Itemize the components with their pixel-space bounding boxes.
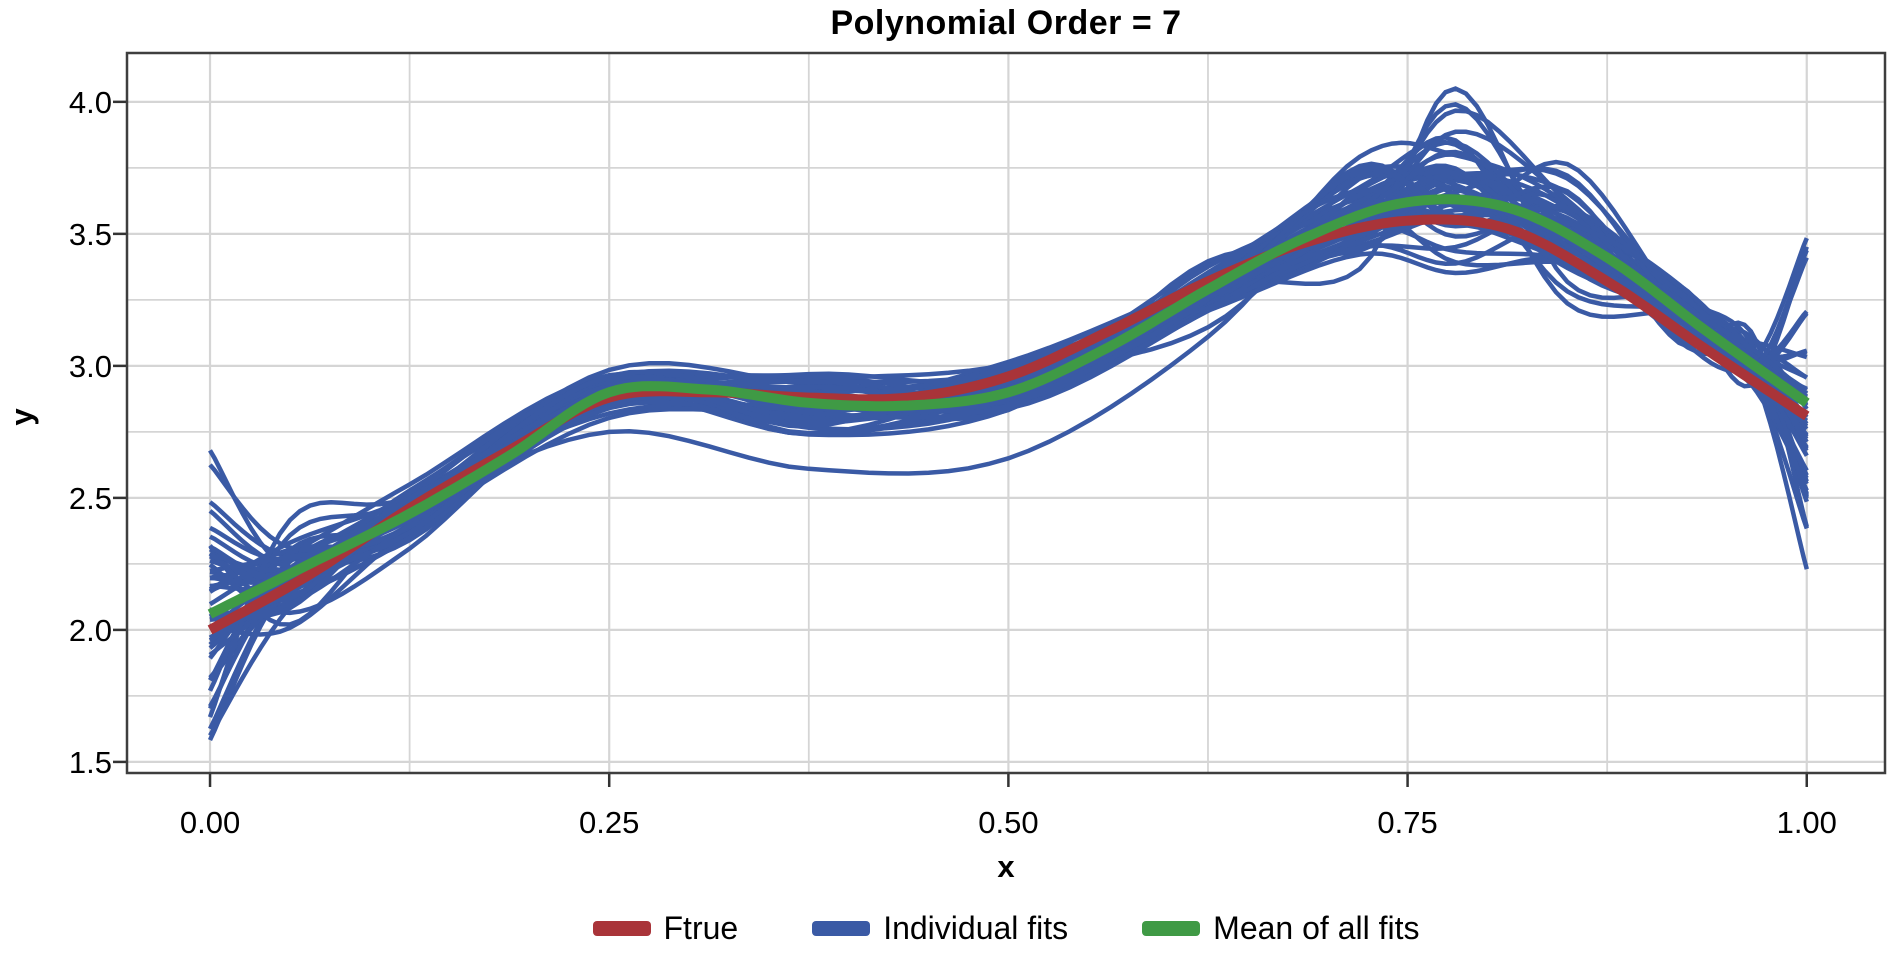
legend: Ftrue Individual fits Mean of all fits (127, 908, 1885, 948)
legend-item-mean-of-fits: Mean of all fits (1142, 908, 1419, 948)
y-tick-label: 3.5 (69, 217, 112, 252)
legend-label-individual-fits: Individual fits (883, 910, 1069, 946)
x-tick-label: 0.25 (579, 805, 639, 840)
y-tick-label: 1.5 (69, 745, 112, 780)
y-axis-label: y (4, 408, 39, 426)
individual-fit-curve (208, 187, 1809, 570)
x-tick-label: 0.50 (978, 805, 1038, 840)
y-tick-label: 2.5 (69, 481, 112, 516)
y-tick-label: 3.0 (69, 349, 112, 384)
series-mean-of-fits (207, 194, 1810, 619)
legend-key-ftrue (592, 920, 651, 936)
legend-label-ftrue: Ftrue (663, 910, 739, 946)
panel-border (125, 51, 1887, 775)
chart-title: Polynomial Order = 7 (830, 4, 1182, 42)
legend-item-individual-fits: Individual fits (812, 908, 1068, 948)
x-axis-label: x (997, 849, 1015, 884)
y-tick-label: 4.0 (69, 85, 112, 120)
x-tick-label: 1.00 (1777, 805, 1837, 840)
x-tick-label: 0.00 (180, 805, 240, 840)
axis-tick-labels: 0.00 0.25 0.50 0.75 1.00 1.5 2.0 2.5 3.0 3.5 4.0 (69, 85, 1837, 840)
series-ftrue (207, 214, 1810, 635)
legend-label-mean-of-fits: Mean of all fits (1213, 910, 1420, 946)
gridlines (127, 53, 1885, 773)
legend-item-ftrue: Ftrue (592, 908, 739, 948)
legend-key-mean-of-fits (1142, 920, 1201, 936)
axis-ticks (113, 100, 1809, 787)
x-tick-label: 0.75 (1377, 805, 1437, 840)
legend-key-individual-fits (812, 920, 871, 936)
y-tick-label: 2.0 (69, 613, 112, 648)
